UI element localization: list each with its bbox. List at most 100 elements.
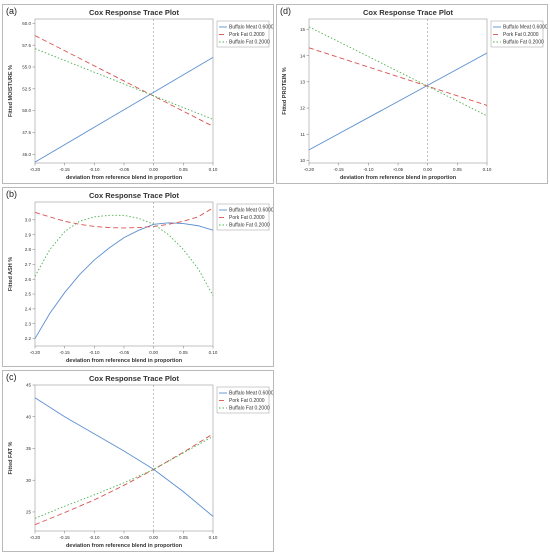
x-tick-label: -0.10 [89,167,100,172]
series-line-2 [308,47,488,106]
y-tick-label: 2.8 [25,247,32,252]
y-tick-label: 2.5 [25,292,32,297]
protein-chart: Cox Response Trace Plot -0.20 -0.15 -0.10 -0… [282,8,547,181]
y-tick-label: 12 [300,106,306,111]
y-axis-label: Fitted MOISTURE % [8,65,14,117]
x-tick-label: -0.20 [30,350,41,355]
x-tick-label: 0.00 [149,350,158,355]
fat-chart: Cox Response Trace Plot -0.20 -0.15 -0.10 -0… [8,374,273,549]
legend-label-1: Buffalo Meat 0.6000 [229,391,273,397]
legend-label-2: Pork Fat 0.2000 [229,32,265,38]
x-tick-label: -0.15 [60,167,71,172]
x-tick-label: -0.10 [89,535,100,540]
series-line-2 [34,35,214,127]
x-axis-label: deviation from reference blend in propor… [66,543,183,549]
panel-a: Cox Response Trace Plot -0.20 -0.15 -0.10 -0… [2,4,274,184]
panel-letter-b: (b) [6,189,17,199]
x-axis-label: deviation from reference blend in propor… [66,358,183,364]
y-tick-label: 14 [300,53,306,58]
series-line-3 [308,26,488,117]
x-tick-label: -0.20 [304,167,315,172]
y-tick-label: 15 [300,27,306,32]
y-tick-label: 2.7 [25,262,32,267]
panel-letter-d: (d) [280,6,291,16]
legend-label-2: Pork Fat 0.2000 [229,398,265,404]
moisture-chart: Cox Response Trace Plot -0.20 -0.15 -0.10 -0… [8,8,273,181]
y-tick-label: 52.5 [22,86,31,91]
chart-title: Cox Response Trace Plot [363,8,454,17]
y-tick-label: 2.9 [25,232,32,237]
series-line-1 [34,397,214,517]
y-tick-label: 55.0 [22,65,31,70]
x-axis-label: deviation from reference blend in propor… [66,175,183,181]
chart-title: Cox Response Trace Plot [89,191,180,200]
y-tick-label: 2.2 [25,336,32,341]
y-tick-label: 2.6 [25,277,32,282]
y-axis-label: Fitted FAT % [8,441,14,474]
legend-label-3: Buffalo Fat 0.2000 [229,406,270,412]
legend-label-3: Buffalo Fat 0.2000 [229,40,270,46]
x-tick-label: 0.00 [423,167,432,172]
y-tick-label: 3.0 [25,217,32,222]
legend-label-2: Pork Fat 0.2000 [229,215,265,221]
series-line-3 [34,48,214,120]
series-line-1 [34,222,214,339]
legend-label-1: Buffalo Meat 0.6000 [229,208,273,214]
x-tick-label: -0.10 [89,350,100,355]
x-tick-label: -0.20 [30,167,41,172]
x-tick-label: 0.00 [149,535,158,540]
x-tick-label: 0.00 [149,167,158,172]
x-tick-label: 0.10 [483,167,492,172]
y-tick-label: 35 [26,446,32,451]
x-tick-label: -0.05 [119,350,130,355]
legend-label-1: Buffalo Meat 0.6000 [503,25,547,31]
x-tick-label: 0.10 [209,167,218,172]
y-tick-label: 10 [300,158,306,163]
legend-label-1: Buffalo Meat 0.6000 [229,25,273,31]
ash-chart: Cox Response Trace Plot -0.20 -0.15 -0.10 -0… [8,191,273,364]
y-tick-label: 60.0 [22,21,31,26]
chart-title: Cox Response Trace Plot [89,374,180,383]
x-tick-label: 0.05 [453,167,462,172]
legend-box [216,20,270,48]
x-tick-label: -0.05 [119,167,130,172]
legend-label-2: Pork Fat 0.2000 [503,32,539,38]
series-line-1 [34,57,214,163]
panel-d: Cox Response Trace Plot -0.20 -0.15 -0.10 -0… [276,4,548,184]
plot-area [34,384,214,532]
y-tick-label: 25 [26,510,32,515]
series-line-2 [34,433,214,526]
legend-label-3: Buffalo Fat 0.2000 [503,40,544,46]
x-tick-label: 0.05 [179,535,188,540]
chart-title: Cox Response Trace Plot [89,8,180,17]
x-tick-label: 0.10 [209,350,218,355]
x-tick-label: -0.15 [60,350,71,355]
y-tick-label: 45 [26,383,32,388]
series-line-3 [34,214,214,296]
y-tick-label: 47.5 [22,130,31,135]
y-tick-label: 2.3 [25,321,32,326]
panel-letter-a: (a) [6,6,17,16]
y-tick-label: 50.0 [22,108,31,113]
x-tick-label: 0.10 [209,535,218,540]
plot-area [34,18,214,164]
y-tick-label: 30 [26,478,32,483]
panel-b: Cox Response Trace Plot -0.20 -0.15 -0.10 -0… [2,187,274,367]
y-tick-label: 2.4 [25,306,32,311]
x-tick-label: -0.20 [30,535,41,540]
y-axis-label: Fitted ASH % [8,257,14,291]
y-tick-label: 13 [300,79,306,84]
panel-c: Cox Response Trace Plot -0.20 -0.15 -0.10 -0… [2,370,274,552]
series-line-1 [308,52,488,151]
legend-box [216,203,270,231]
x-tick-label: -0.15 [334,167,345,172]
panel-letter-c: (c) [6,372,17,382]
x-tick-label: -0.15 [60,535,71,540]
x-tick-label: -0.05 [393,167,404,172]
x-tick-label: -0.05 [119,535,130,540]
x-tick-label: -0.10 [363,167,374,172]
legend-label-3: Buffalo Fat 0.2000 [229,223,270,229]
x-tick-label: 0.05 [179,167,188,172]
series-line-3 [34,436,214,519]
x-tick-label: 0.05 [179,350,188,355]
